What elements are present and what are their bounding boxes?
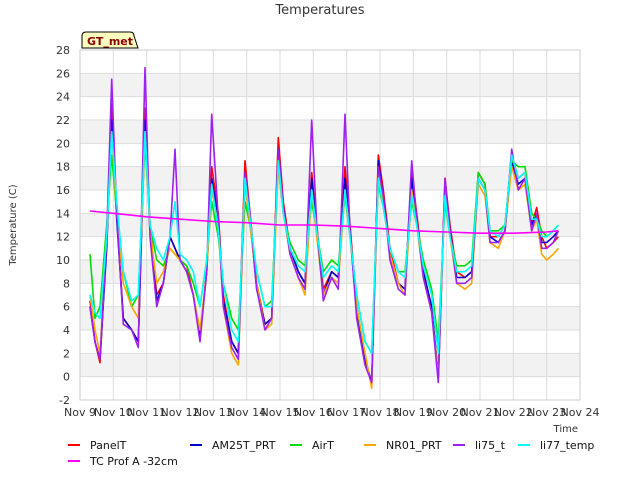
series-line-am25t-prt [89, 119, 559, 384]
y-tick-label: 4 [63, 324, 70, 337]
x-tick-label: Nov 21 [461, 406, 500, 419]
x-tick-label: Nov 13 [194, 406, 233, 419]
legend-label: TC Prof A -32cm [89, 455, 178, 468]
grid-band [80, 120, 580, 144]
y-tick-label: 28 [56, 44, 70, 57]
y-tick-label: 24 [56, 91, 70, 104]
legend-label: li77_temp [540, 439, 594, 452]
legend-item-am25t-prt: AM25T_PRT [190, 439, 276, 452]
legend-label: PanelT [90, 439, 127, 452]
legend-label: AM25T_PRT [212, 439, 276, 452]
y-tick-label: 8 [63, 277, 70, 290]
legend-item-li75-t: li75_t [453, 439, 506, 452]
x-axis-label: Time [553, 424, 578, 435]
y-tick-label: 26 [56, 67, 70, 80]
x-tick-label: Nov 12 [161, 406, 200, 419]
x-tick-label: Nov 17 [327, 406, 366, 419]
x-tick-label: Nov 18 [361, 406, 400, 419]
y-tick-label: 0 [63, 371, 70, 384]
grid-band [80, 306, 580, 330]
gt-met-badge: GT_met [81, 31, 139, 49]
series-line-tc-prof-a-32cm [89, 210, 559, 234]
legend-label: NR01_PRT [386, 439, 442, 452]
x-tick-label: Nov 15 [261, 406, 300, 419]
x-tick-label: Nov 9 [64, 406, 96, 419]
x-tick-label: Nov 11 [127, 406, 166, 419]
y-tick-label: -2 [59, 394, 70, 407]
grid-band [80, 166, 580, 190]
y-tick-label: 10 [56, 254, 70, 267]
y-tick-label: 6 [63, 301, 70, 314]
x-tick-label: Nov 20 [427, 406, 466, 419]
legend-label: li75_t [475, 439, 506, 452]
y-tick-label: 20 [56, 137, 70, 150]
grid-band [80, 353, 580, 377]
y-tick-label: 18 [56, 161, 70, 174]
legend-item-nr01-prt: NR01_PRT [364, 439, 442, 452]
plot-border [79, 49, 581, 401]
x-tick-label: Nov 14 [227, 406, 266, 419]
legend-item-panelt: PanelT [68, 439, 127, 452]
series-lines [89, 66, 560, 390]
y-tick-label: 16 [56, 184, 70, 197]
legend-item-airt: AirT [290, 439, 334, 452]
y-tick-label: 12 [56, 231, 70, 244]
grid-band [80, 73, 580, 97]
x-tick-label: Nov 16 [294, 406, 333, 419]
y-axis-label: Temperature (C) [8, 184, 19, 266]
x-tick-label: Nov 24 [561, 406, 600, 419]
legend: PanelT AM25T_PRT AirT NR01_PRT li75_t li77_te… [68, 439, 594, 468]
chart-title: Temperatures [274, 3, 364, 18]
x-tick-label: Nov 19 [394, 406, 433, 419]
y-tick-label: 22 [56, 114, 70, 127]
legend-item-li77-temp: li77_temp [518, 439, 594, 452]
badge-label: GT_met [87, 35, 133, 48]
legend-label: AirT [312, 439, 334, 452]
x-tick-label: Nov 23 [527, 406, 566, 419]
series-line-li77-temp [89, 130, 559, 355]
x-tick-label: Nov 22 [494, 406, 533, 419]
legend-item-tc-prof-a-32cm: TC Prof A -32cm [68, 455, 178, 468]
series-line-panelt [89, 101, 559, 384]
y-tick-label: 14 [56, 207, 70, 220]
y-tick-label: 2 [63, 347, 70, 360]
x-tick-label: Nov 10 [94, 406, 133, 419]
